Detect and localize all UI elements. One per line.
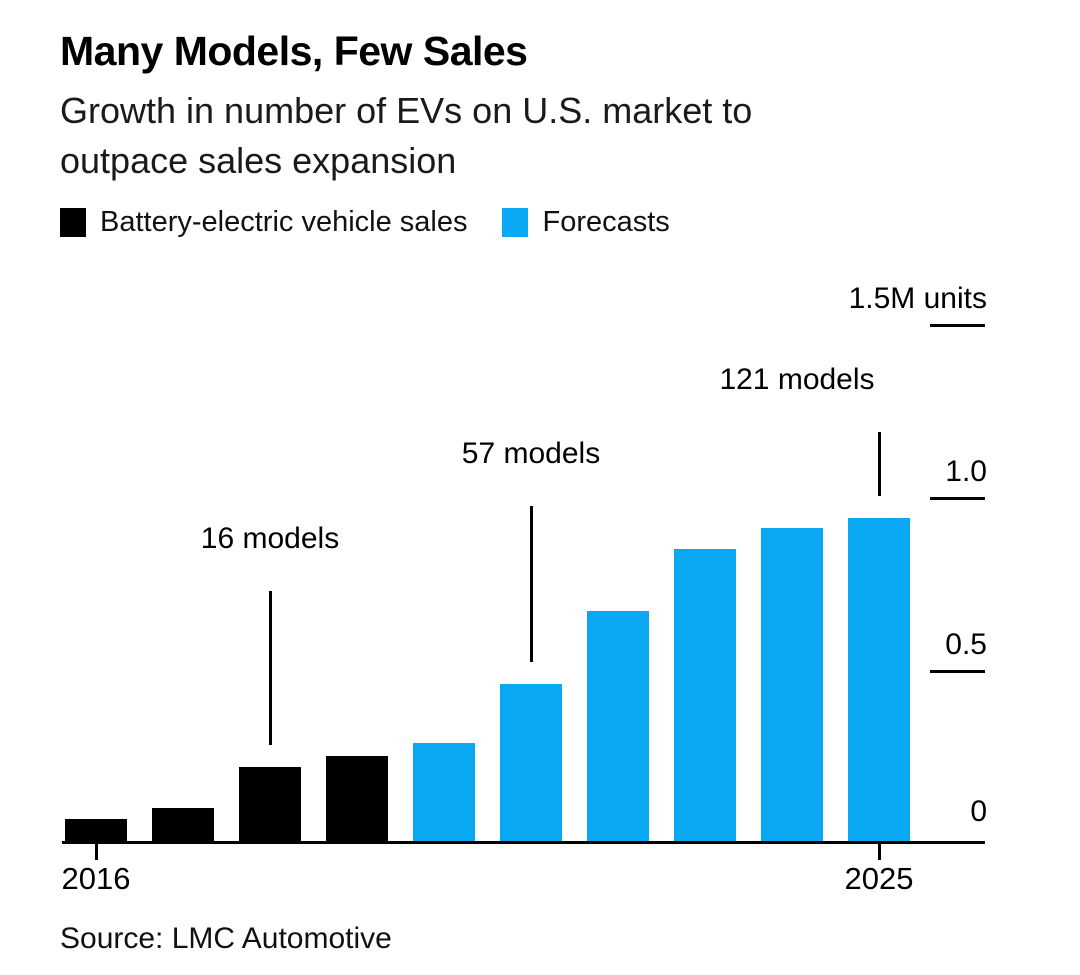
y-axis-tick-label: 1.0 <box>945 455 987 488</box>
bar-2018 <box>239 767 301 843</box>
x-axis-tick <box>877 844 881 860</box>
legend-label-forecasts: Forecasts <box>542 206 670 238</box>
annotation-label-2025: 121 models <box>719 363 875 396</box>
chart-legend: Battery-electric vehicle sales Forecasts <box>60 206 670 239</box>
bar-2024 <box>761 528 823 843</box>
annotation-line-2021 <box>529 506 533 662</box>
y-axis-tick <box>930 497 985 500</box>
y-axis-tick-label: 0 <box>970 795 987 828</box>
bar-2019 <box>326 756 388 843</box>
bar-2021 <box>500 684 562 843</box>
bar-2023 <box>674 549 736 843</box>
x-axis-line <box>62 841 985 844</box>
legend-item-sales: Battery-electric vehicle sales <box>60 206 467 239</box>
annotation-label-2018: 16 models <box>200 522 340 555</box>
chart-title: Many Models, Few Sales <box>60 28 528 74</box>
y-axis-tick-label: 0.5 <box>945 628 987 661</box>
legend-label-sales: Battery-electric vehicle sales <box>100 206 468 238</box>
x-axis-tick-label: 2016 <box>61 861 131 896</box>
y-axis-tick-label: 1.5M units <box>848 282 987 315</box>
chart-subtitle-line1: Growth in number of EVs on U.S. market t… <box>60 90 753 131</box>
y-axis-tick <box>930 670 985 673</box>
bar-2025 <box>848 518 910 843</box>
bar-2020 <box>413 743 475 843</box>
annotation-label-2021: 57 models <box>461 437 601 470</box>
annotation-line-2025 <box>877 432 881 496</box>
forecasts-swatch-icon <box>502 208 529 237</box>
bar-2016 <box>65 819 127 843</box>
sales-swatch-icon <box>60 208 86 237</box>
bar-2022 <box>587 611 649 843</box>
x-axis-tick-label: 2025 <box>844 861 914 896</box>
legend-item-forecasts: Forecasts <box>502 206 670 239</box>
y-axis-tick <box>930 324 985 327</box>
source-note: Source: LMC Automotive <box>60 922 392 955</box>
bar-2017 <box>152 808 214 843</box>
annotation-line-2018 <box>268 591 272 745</box>
chart-subtitle: Growth in number of EVs on U.S. market t… <box>60 86 752 186</box>
x-axis-tick <box>94 844 98 860</box>
chart-subtitle-line2: outpace sales expansion <box>60 140 457 181</box>
